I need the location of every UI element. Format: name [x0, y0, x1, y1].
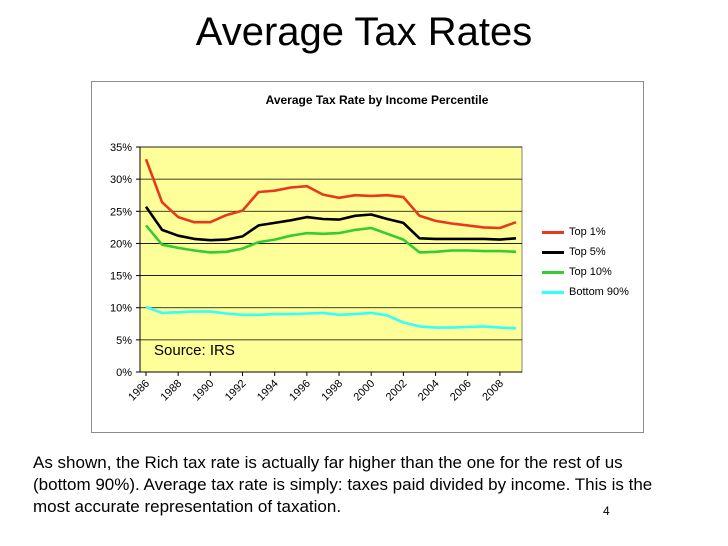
x-tick-label: 1988	[158, 378, 184, 404]
x-tick-label: 2008	[480, 378, 506, 404]
y-tick-label: 25%	[110, 206, 132, 218]
y-tick-label: 35%	[110, 142, 132, 154]
chart-legend: Top 1% Top 5% Top 10% Bottom 90%	[542, 222, 629, 302]
x-tick-label: 1992	[223, 378, 249, 404]
x-tick-label: 1996	[287, 378, 313, 404]
series-line-top-10-	[145, 224, 517, 254]
x-tick-label: 2002	[384, 378, 410, 404]
legend-label: Top 5%	[569, 246, 606, 258]
x-tick-label: 2006	[448, 378, 474, 404]
legend-item: Top 5%	[542, 242, 629, 262]
x-tick-label: 1986	[126, 378, 152, 404]
y-tick-label: 0%	[116, 367, 132, 379]
legend-item: Top 10%	[542, 262, 629, 282]
chart-title: Average Tax Rate by Income Percentile	[265, 93, 489, 107]
line-chart: 0%5%10%15%20%25%30%35%1986 1988 1990 1992 19…	[110, 142, 523, 404]
source-label: Source: IRS	[154, 342, 235, 359]
series-line-top-1-	[144, 158, 517, 230]
legend-swatch	[542, 230, 564, 234]
x-tick-label: 1994	[255, 378, 281, 404]
x-tick-label: 1998	[319, 378, 345, 404]
x-tick-label: 2004	[416, 378, 442, 404]
y-tick-label: 15%	[110, 271, 132, 283]
y-tick-label: 10%	[110, 303, 132, 315]
y-tick-label: 30%	[110, 174, 132, 186]
x-tick-label: 1990	[191, 378, 217, 404]
series-line-top-5-	[144, 206, 517, 242]
series-line-bottom-90-	[145, 305, 517, 330]
x-tick-label: 2000	[352, 378, 378, 404]
plot-area	[139, 146, 523, 373]
legend-label: Top 1%	[569, 226, 606, 238]
y-tick-label: 20%	[110, 238, 132, 250]
body-text: As shown, the Rich tax rate is actually …	[33, 453, 653, 516]
legend-label: Top 10%	[569, 266, 612, 278]
legend-item: Top 1%	[542, 222, 629, 242]
slide-title: Average Tax Rates	[195, 10, 533, 54]
page-number: 4	[603, 504, 610, 518]
y-tick-label: 5%	[116, 335, 132, 347]
chart-frame: Average Tax Rate by Income Percentile 0%…	[91, 81, 644, 433]
legend-swatch	[542, 270, 564, 274]
legend-swatch	[542, 290, 564, 294]
legend-swatch	[542, 250, 564, 254]
legend-item: Bottom 90%	[542, 282, 629, 302]
legend-label: Bottom 90%	[569, 286, 629, 298]
